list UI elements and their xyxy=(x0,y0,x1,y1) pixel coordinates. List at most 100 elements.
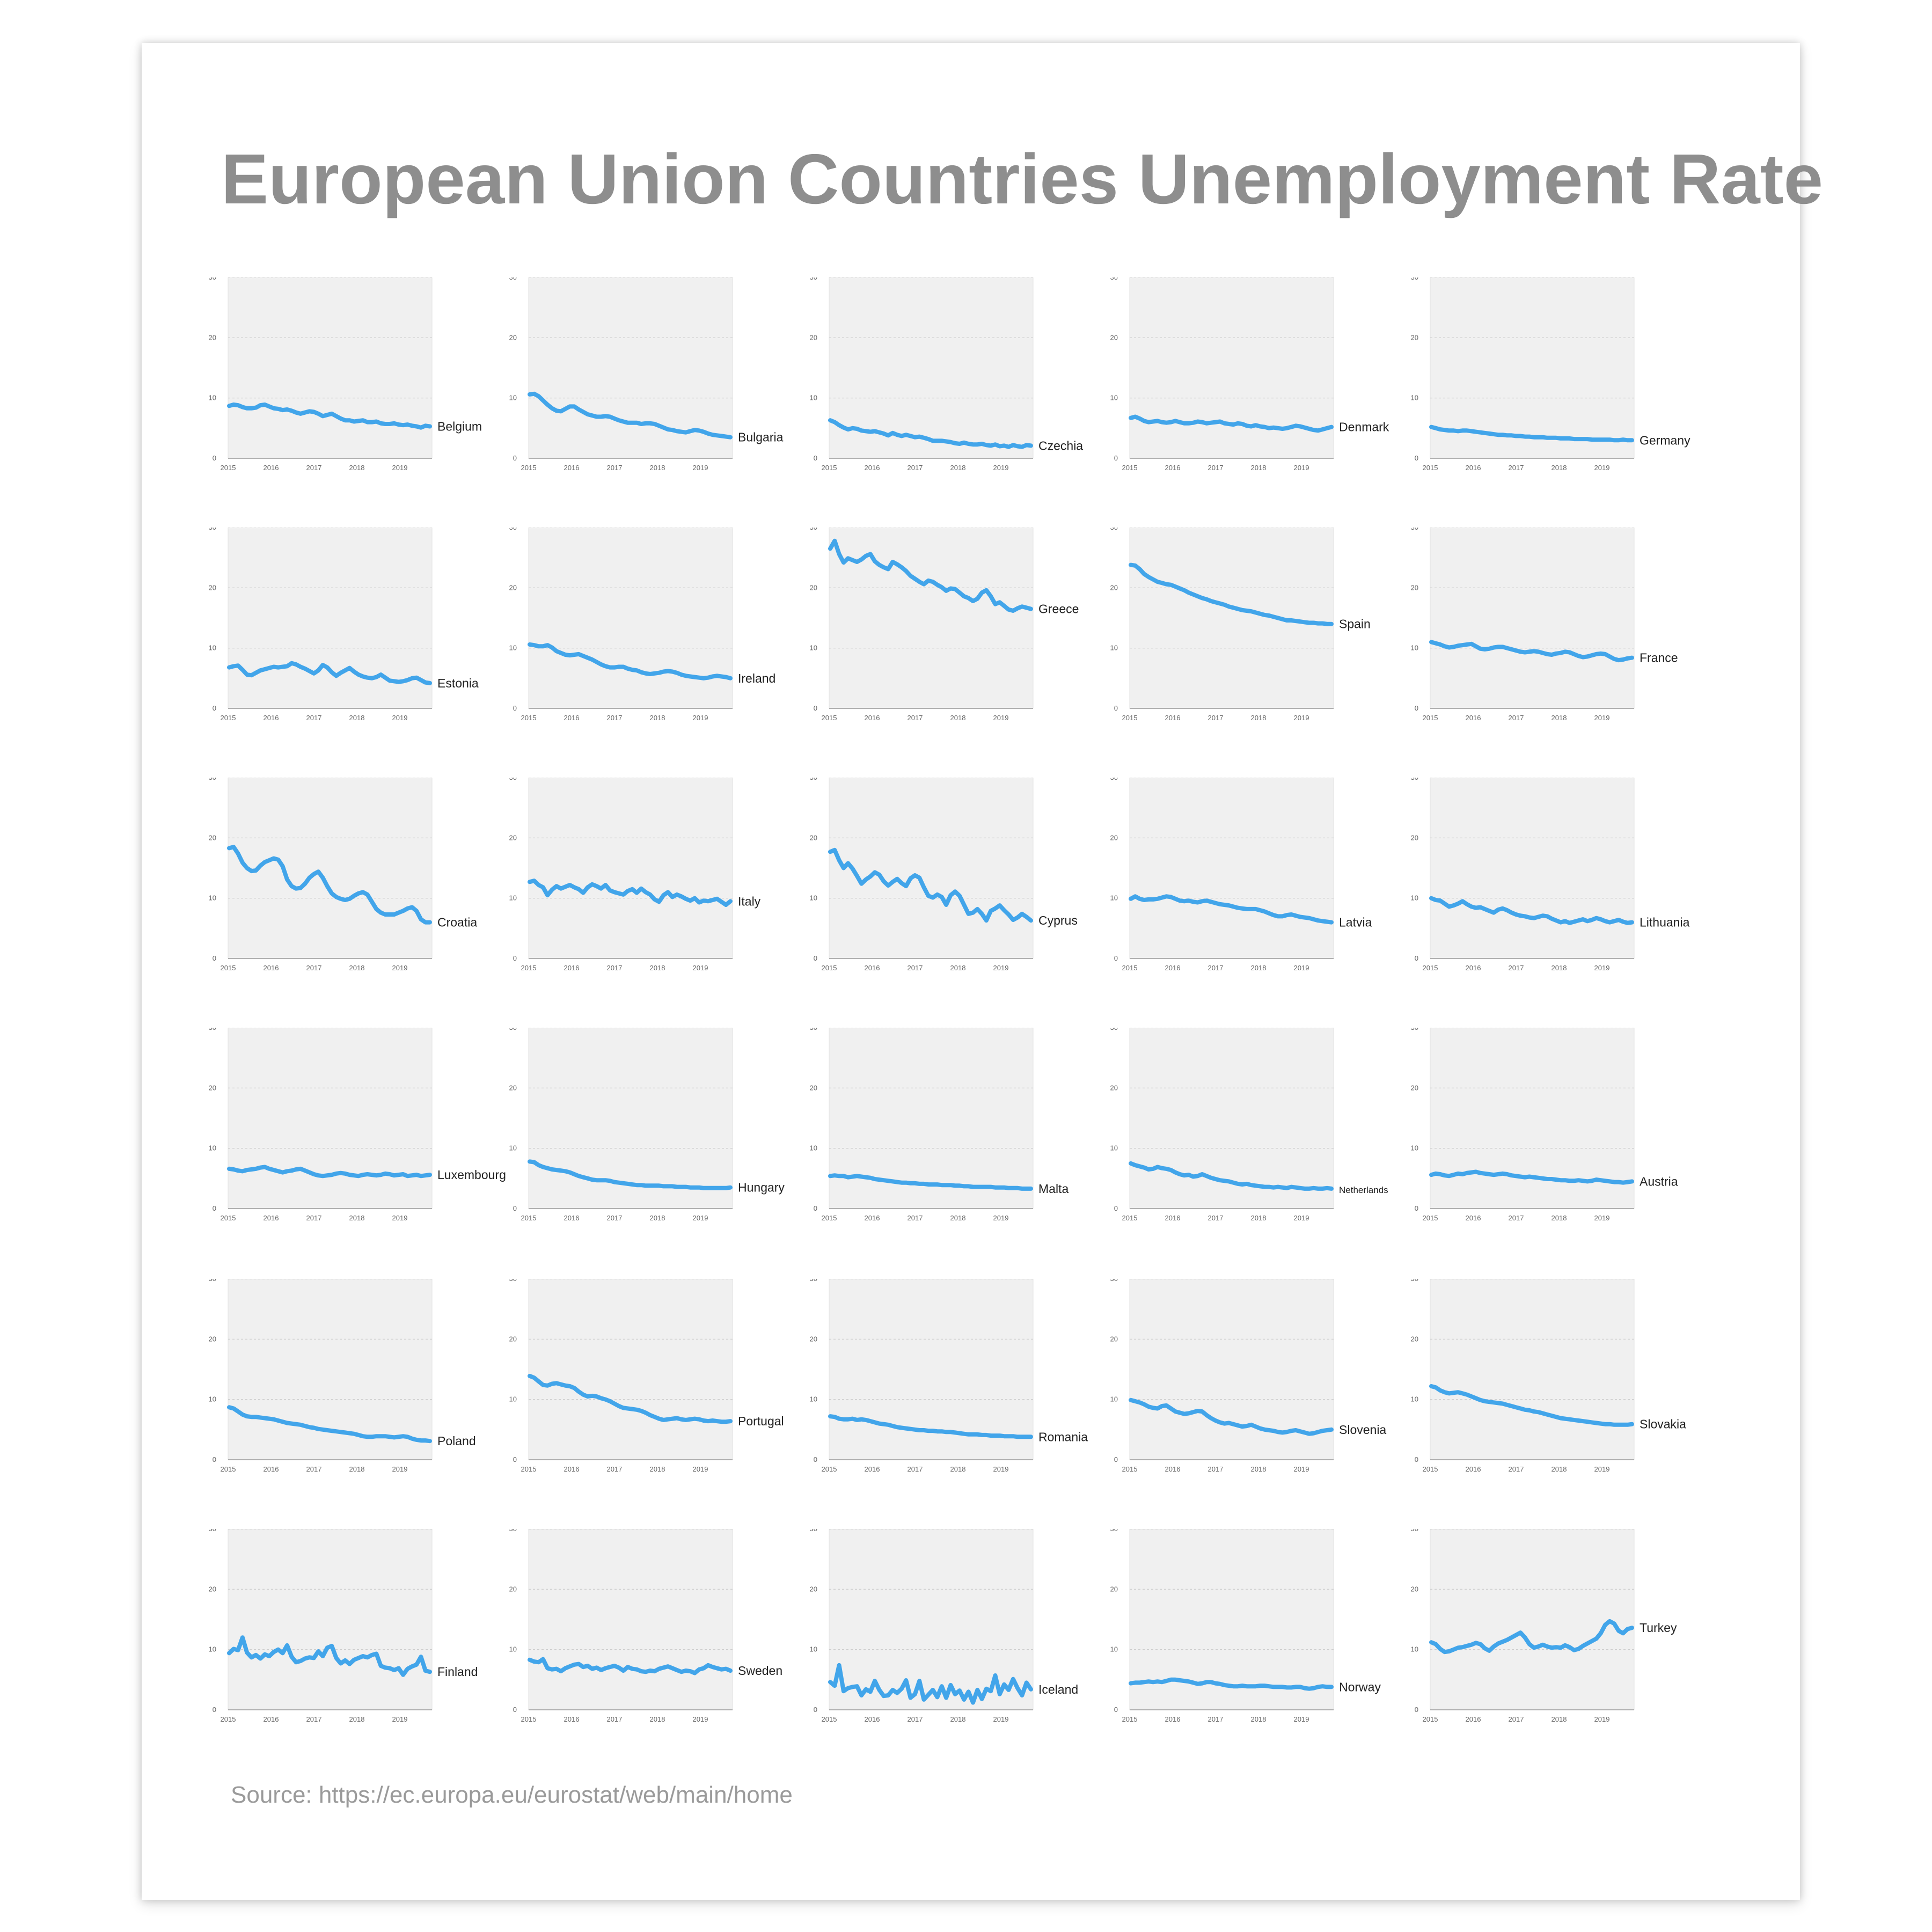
y-tick-label: 10 xyxy=(810,1395,817,1403)
x-tick-label: 2015 xyxy=(1122,714,1138,722)
plot-area xyxy=(528,1279,733,1460)
x-tick-label: 2015 xyxy=(1122,1214,1138,1222)
country-chart-italy: 0 10 20 30 2015 2016 2017 2018 2019 Italy xyxy=(509,778,761,972)
x-tick-label: 2016 xyxy=(865,964,880,972)
country-chart-latvia: 0 10 20 30 2015 2016 2017 2018 2019 Latvia xyxy=(1110,778,1372,972)
x-tick-label: 2017 xyxy=(1208,1715,1224,1723)
plot-area xyxy=(1430,277,1635,459)
x-tick-label: 2016 xyxy=(1165,1214,1181,1222)
plot-area xyxy=(528,277,733,459)
country-label: Lithuania xyxy=(1640,916,1690,930)
y-tick-label: 0 xyxy=(814,1706,817,1714)
y-tick-label: 30 xyxy=(810,1279,817,1283)
country-label: Spain xyxy=(1339,617,1371,631)
y-tick-label: 0 xyxy=(1415,1455,1418,1463)
x-tick-label: 2017 xyxy=(1509,464,1524,472)
y-tick-label: 20 xyxy=(509,1585,517,1593)
series-line-lithuania xyxy=(1429,896,1634,925)
x-tick-label: 2019 xyxy=(392,464,408,472)
y-tick-label: 20 xyxy=(209,1084,216,1092)
x-tick-label: 2017 xyxy=(1208,464,1224,472)
plot-area xyxy=(1430,528,1635,709)
y-tick-label: 10 xyxy=(209,644,216,652)
y-tick-label: 10 xyxy=(209,394,216,402)
x-tick-label: 2019 xyxy=(392,1715,408,1723)
x-tick-label: 2015 xyxy=(521,964,537,972)
x-tick-label: 2017 xyxy=(607,1214,623,1222)
y-tick-label: 20 xyxy=(1411,333,1418,341)
plot-area xyxy=(1129,528,1334,709)
plot-area xyxy=(1129,778,1334,959)
x-tick-label: 2017 xyxy=(1208,714,1224,722)
x-tick-label: 2018 xyxy=(1251,464,1267,472)
y-tick-label: 20 xyxy=(810,833,817,841)
x-tick-label: 2015 xyxy=(1423,464,1438,472)
x-tick-label: 2017 xyxy=(306,1465,322,1473)
country-chart-turkey: 0 10 20 30 2015 2016 2017 2018 2019 Turkey xyxy=(1411,1529,1677,1723)
x-tick-label: 2019 xyxy=(392,1465,408,1473)
y-tick-label: 10 xyxy=(209,894,216,902)
x-tick-label: 2019 xyxy=(1294,1214,1309,1222)
x-tick-label: 2016 xyxy=(264,1465,279,1473)
country-label: Portugal xyxy=(738,1414,784,1428)
country-label: Italy xyxy=(738,894,761,908)
x-tick-label: 2016 xyxy=(1466,714,1481,722)
y-tick-label: 10 xyxy=(810,394,817,402)
y-tick-label: 20 xyxy=(509,833,517,841)
series-line-sweden xyxy=(528,1657,733,1675)
y-tick-label: 0 xyxy=(814,954,817,962)
country-chart-norway: 0 10 20 30 2015 2016 2017 2018 2019 Norway xyxy=(1110,1529,1381,1723)
series-line-france xyxy=(1429,640,1634,663)
country-label: Ireland xyxy=(738,671,775,685)
country-label: Romania xyxy=(1038,1430,1088,1444)
country-label: Czechia xyxy=(1038,438,1083,452)
x-tick-label: 2018 xyxy=(1552,464,1567,472)
x-tick-label: 2016 xyxy=(564,464,580,472)
x-tick-label: 2016 xyxy=(264,1715,279,1723)
x-tick-label: 2015 xyxy=(1423,1715,1438,1723)
y-tick-label: 10 xyxy=(209,1144,216,1152)
x-tick-label: 2017 xyxy=(607,1465,623,1473)
y-tick-label: 0 xyxy=(513,1455,517,1463)
y-tick-label: 0 xyxy=(213,1455,216,1463)
x-tick-label: 2017 xyxy=(306,1715,322,1723)
x-tick-label: 2019 xyxy=(993,464,1009,472)
y-tick-label: 30 xyxy=(1110,1028,1118,1031)
x-tick-label: 2017 xyxy=(1208,1214,1224,1222)
y-tick-label: 30 xyxy=(1110,528,1118,531)
y-tick-label: 10 xyxy=(810,644,817,652)
y-tick-label: 0 xyxy=(213,1204,216,1212)
x-tick-label: 2015 xyxy=(221,464,236,472)
plot-area xyxy=(1430,1279,1635,1460)
x-tick-label: 2018 xyxy=(349,714,365,722)
y-tick-label: 0 xyxy=(1415,1204,1418,1212)
country-chart-spain: 0 10 20 30 2015 2016 2017 2018 2019 Spain xyxy=(1110,528,1371,722)
series-line-netherlands xyxy=(1129,1161,1334,1191)
x-tick-label: 2017 xyxy=(607,964,623,972)
y-tick-label: 0 xyxy=(213,454,216,462)
x-tick-label: 2015 xyxy=(822,964,837,972)
x-tick-label: 2015 xyxy=(521,1465,537,1473)
series-line-slovakia xyxy=(1429,1384,1634,1427)
series-line-norway xyxy=(1129,1677,1334,1691)
country-label: Netherlands xyxy=(1339,1185,1388,1195)
country-label: France xyxy=(1640,651,1678,665)
x-tick-label: 2019 xyxy=(1294,464,1309,472)
y-tick-label: 30 xyxy=(1110,277,1118,281)
country-chart-cyprus: 0 10 20 30 2015 2016 2017 2018 2019 Cyprus xyxy=(810,778,1078,972)
series-line-finland xyxy=(227,1635,432,1677)
y-tick-label: 30 xyxy=(1110,1279,1118,1283)
country-chart-malta: 0 10 20 30 2015 2016 2017 2018 2019 Malta xyxy=(810,1028,1069,1222)
x-tick-label: 2017 xyxy=(908,1715,923,1723)
series-line-croatia xyxy=(227,845,432,925)
y-tick-label: 30 xyxy=(810,277,817,281)
series-line-poland xyxy=(227,1405,432,1444)
country-chart-finland: 0 10 20 30 2015 2016 2017 2018 2019 Finland xyxy=(209,1529,478,1723)
x-tick-label: 2017 xyxy=(607,714,623,722)
x-tick-label: 2015 xyxy=(822,1465,837,1473)
x-tick-label: 2015 xyxy=(1423,714,1438,722)
y-tick-label: 0 xyxy=(1114,1706,1118,1714)
x-tick-label: 2016 xyxy=(564,1465,580,1473)
country-label: Poland xyxy=(437,1434,476,1448)
x-tick-label: 2018 xyxy=(650,964,665,972)
